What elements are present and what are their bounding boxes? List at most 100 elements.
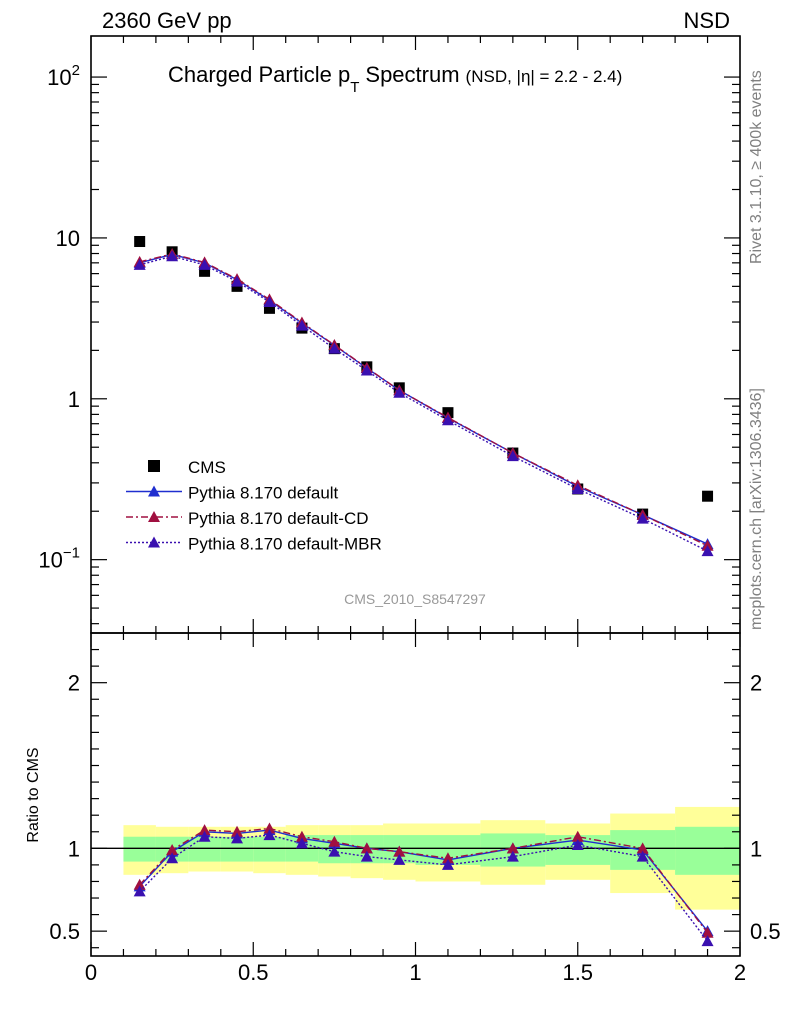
series-0 [134, 236, 714, 520]
data-point [295, 319, 308, 331]
y-tick-label-right: 1 [750, 836, 762, 861]
data-point [360, 364, 373, 376]
y-tick-base: 10 [47, 65, 71, 90]
ratio-ylabel: Ratio to CMS [25, 747, 42, 842]
y-tick-label: 102 [47, 62, 80, 90]
y-tick-label-right: 0.5 [750, 919, 781, 944]
ratio-point [198, 830, 211, 842]
data-point [702, 490, 714, 502]
ratio-point [571, 839, 584, 851]
y-tick-label: 10 [56, 226, 80, 251]
uncertainty-band-inner [123, 836, 156, 862]
data-point [636, 512, 649, 524]
y-tick-base: 10 [38, 548, 62, 573]
data-point [263, 302, 275, 314]
ratio-point [231, 825, 244, 837]
analysis-watermark: CMS_2010_S8547297 [344, 591, 486, 607]
legend-marker [148, 511, 160, 522]
main-plot-area [133, 236, 714, 557]
x-tick-label: 1.5 [562, 960, 593, 985]
energy-label: 2360 GeV pp [102, 8, 232, 33]
legend-marker [148, 485, 160, 497]
ratio-point [506, 850, 519, 862]
y-tick-base: 1 [68, 387, 80, 412]
title-small-part: (NSD, |η| = 2.2 - 2.4) [466, 67, 623, 86]
title-main-part: Charged Particle p [168, 62, 350, 87]
ratio-plot-area [91, 806, 740, 947]
ratio-frame [90, 632, 741, 957]
legend-item-0: CMS [148, 458, 226, 477]
ratio-series-1 [133, 822, 714, 938]
uncertainty-band-inner [253, 836, 286, 862]
uncertainty-band-inner [675, 826, 740, 875]
legend-marker [148, 460, 160, 472]
data-point [263, 295, 276, 307]
ratio-line-0 [139, 829, 709, 932]
legend: CMS Pythia 8.170 default Pythia 8.170 defa… [126, 458, 382, 554]
ratio-point [441, 858, 454, 870]
x-tick-label: 0 [85, 960, 97, 985]
ratio-point [263, 829, 276, 841]
ratio-point [231, 832, 244, 844]
series-line-3 [139, 255, 708, 552]
ratio-point [701, 926, 714, 938]
ratio-point [393, 845, 406, 857]
ratio-point [198, 824, 211, 836]
data-point [701, 545, 714, 557]
ratio-point [571, 830, 584, 842]
ratio-point [133, 885, 146, 897]
legend-item-1: Pythia 8.170 default [126, 484, 339, 503]
y-tick-label-left: 2 [68, 671, 80, 696]
ratio-line-1 [139, 827, 709, 934]
legend-label: CMS [188, 458, 226, 477]
legend-label: Pythia 8.170 default-CD [188, 509, 369, 528]
ratio-point [133, 878, 146, 890]
rivet-label: Rivet 3.1.10, ≥ 400k events [748, 70, 765, 264]
y-tick-label: 10−1 [38, 545, 80, 573]
process-label: NSD [684, 8, 730, 33]
data-point [199, 265, 211, 277]
data-point [133, 258, 146, 270]
y-tick-exponent: 2 [72, 62, 80, 79]
x-tick-label: 2 [734, 960, 746, 985]
x-tick-label: 0.5 [238, 960, 269, 985]
ratio-point [166, 852, 179, 864]
ratio-point [393, 853, 406, 865]
series-1 [133, 248, 714, 550]
data-point [571, 482, 584, 494]
data-point [134, 236, 146, 248]
ratio-point [636, 850, 649, 862]
ratio-point [506, 842, 519, 854]
mcplots-label: mcplots.cern.ch [arXiv:1306.3436] [748, 388, 765, 630]
data-point [166, 250, 179, 262]
ratio-point [166, 843, 179, 855]
ratio-panel: 0 0.5 1 1.5 20.5 0.51 12 2 Ratio to CMS [25, 632, 781, 985]
ratio-point [360, 850, 373, 862]
series-2 [133, 247, 714, 551]
data-point [441, 414, 454, 426]
data-point [231, 275, 244, 287]
data-point [393, 386, 406, 398]
y-tick-label-left: 0.5 [49, 919, 80, 944]
legend-item-2: Pythia 8.170 default-CD [126, 509, 369, 528]
ratio-point [441, 852, 454, 864]
ratio-series-2 [133, 829, 714, 947]
ratio-point [263, 822, 276, 834]
y-tick-label-right: 2 [750, 671, 762, 696]
ratio-point [636, 842, 649, 854]
series-line-2 [139, 253, 708, 547]
ratio-point [701, 935, 714, 947]
legend-item-3: Pythia 8.170 default-MBR [126, 535, 382, 554]
ratio-line-2 [139, 834, 709, 942]
ratio-point [295, 830, 308, 842]
ratio-point [360, 842, 373, 854]
data-point [328, 342, 341, 354]
y-tick-label: 1 [68, 387, 80, 412]
legend-marker [148, 536, 160, 548]
x-tick-label: 1 [409, 960, 421, 985]
main-title: Charged Particle pT Spectrum (NSD, |η| = 2… [168, 62, 622, 96]
ratio-axes: 0 0.5 1 1.5 20.5 0.51 12 2 [49, 633, 781, 985]
